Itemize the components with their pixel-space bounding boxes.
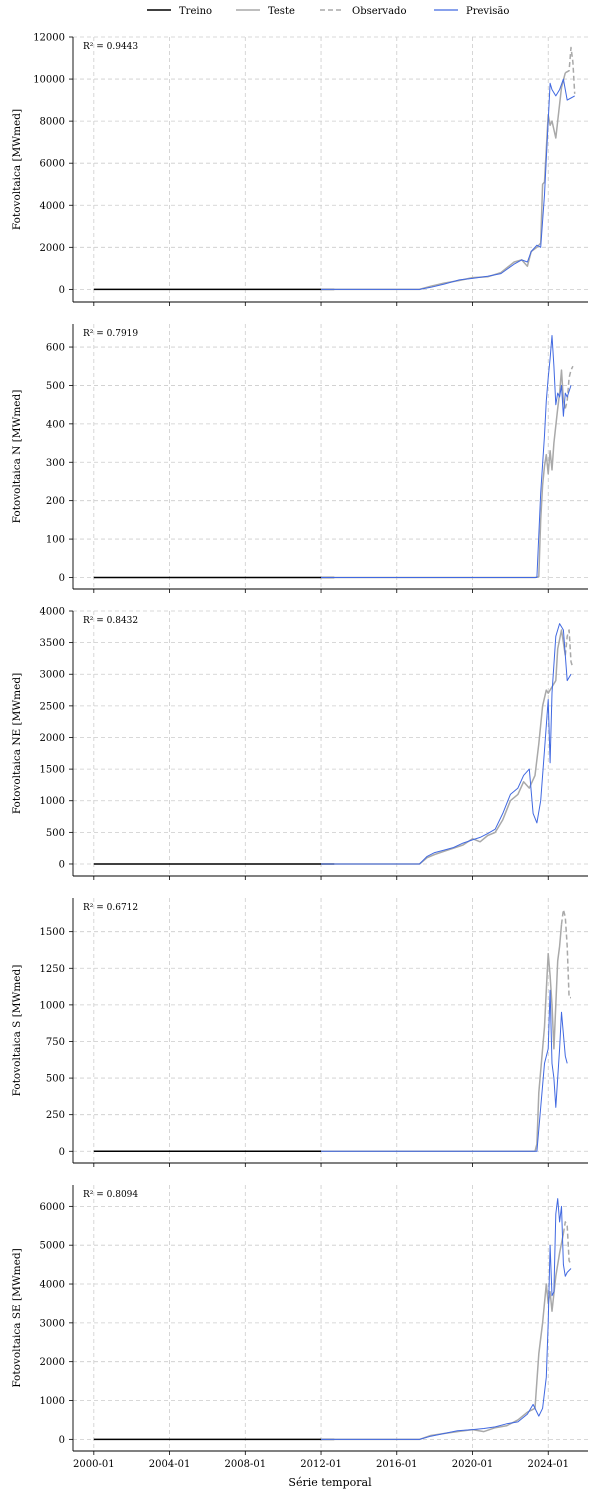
x-tick-label: 2016-01	[376, 1459, 418, 1470]
legend-label: Previsão	[466, 6, 509, 17]
series-line-observado	[564, 46, 576, 94]
series-line-teste	[321, 924, 563, 1153]
y-tick-label: 2000	[40, 1357, 65, 1368]
y-tick-label: 2000	[40, 733, 65, 744]
y-tick-label: 1500	[40, 765, 65, 776]
series-line-observado	[564, 365, 574, 409]
chart-panel: 0 500 1000 1500 2000 2500 3000 3500 4000 R² = 0.8…	[11, 607, 588, 880]
y-tick-label: 0	[59, 1147, 65, 1158]
r2-annotation: R² = 0.7919	[83, 329, 138, 339]
series-line-previso	[321, 1198, 572, 1440]
y-tick-label: 500	[46, 1074, 65, 1085]
r2-annotation: R² = 0.8094	[83, 1190, 138, 1200]
chart-panel: 0 1000 2000 3000 4000 5000 6000 2000-01 2004-01 2…	[11, 1185, 588, 1470]
legend-label: Teste	[268, 6, 295, 17]
y-tick-label: 1000	[40, 1000, 65, 1011]
y-tick-label: 0	[59, 285, 65, 296]
y-tick-label: 500	[46, 828, 65, 839]
chart-panel: 0 250 500 750 1000 1250 1500 R² = 0.6712 Fotovol…	[11, 898, 588, 1167]
legend-label: Observado	[352, 6, 406, 17]
series-line-teste	[321, 629, 567, 865]
series-line-teste	[321, 369, 567, 579]
series-line-observado	[564, 629, 574, 669]
y-tick-label: 3500	[40, 638, 65, 649]
x-axis-label: Série temporal	[288, 1476, 372, 1489]
y-tick-label: 4000	[40, 607, 65, 618]
chart-panel: 0 100 200 300 400 500 600 R² = 0.7919 Fotovoltai…	[11, 324, 588, 593]
r2-annotation: R² = 0.6712	[83, 903, 138, 913]
y-tick-label: 500	[46, 381, 65, 392]
y-tick-label: 4000	[40, 201, 65, 212]
y-tick-label: 5000	[40, 1241, 65, 1252]
series-line-previso	[321, 623, 572, 865]
y-tick-label: 8000	[40, 117, 65, 128]
y-tick-label: 400	[46, 419, 65, 430]
y-tick-label: 6000	[40, 159, 65, 170]
y-tick-label: 6000	[40, 1202, 65, 1213]
y-tick-label: 2000	[40, 243, 65, 254]
y-tick-label: 100	[46, 535, 65, 546]
series-line-previso	[321, 78, 575, 290]
y-tick-label: 250	[46, 1110, 65, 1121]
y-tick-label: 3000	[40, 1318, 65, 1329]
x-tick-label: 2008-01	[225, 1459, 267, 1470]
series-line-previso	[321, 335, 572, 578]
y-axis-label: Fotovoltaica S [MWmed]	[11, 965, 23, 1097]
series-line-observado	[562, 1221, 572, 1265]
y-axis-label: Fotovoltaica [MWmed]	[11, 109, 23, 230]
x-tick-label: 2000-01	[73, 1459, 115, 1470]
y-tick-label: 1250	[40, 964, 65, 975]
y-tick-label: 300	[46, 458, 65, 469]
y-tick-label: 10000	[33, 75, 65, 86]
y-tick-label: 0	[59, 573, 65, 584]
y-axis-label: Fotovoltaica N [MWmed]	[11, 390, 23, 524]
r2-annotation: R² = 0.9443	[83, 42, 138, 52]
x-tick-label: 2012-01	[300, 1459, 342, 1470]
y-tick-label: 0	[59, 859, 65, 870]
series-line-observado	[560, 908, 571, 999]
y-tick-label: 2500	[40, 701, 65, 712]
legend: Treino Teste Observado Previsão	[147, 6, 509, 17]
x-tick-label: 2020-01	[452, 1459, 494, 1470]
r2-annotation: R² = 0.8432	[83, 616, 138, 626]
y-axis-label: Fotovoltaica NE [MWmed]	[11, 673, 23, 814]
chart-panel: 0 2000 4000 6000 8000 10000 12000 R² = 0.9443 Fo…	[11, 33, 588, 306]
y-tick-label: 1000	[40, 1396, 65, 1407]
x-tick-label: 2004-01	[149, 1459, 191, 1470]
y-axis-label: Fotovoltaica SE [MWmed]	[11, 1248, 23, 1387]
y-tick-label: 750	[46, 1037, 65, 1048]
y-tick-label: 12000	[33, 33, 65, 44]
y-tick-label: 600	[46, 343, 65, 354]
y-tick-label: 4000	[40, 1280, 65, 1291]
y-tick-label: 3000	[40, 670, 65, 681]
series-line-teste	[321, 1233, 565, 1441]
x-tick-label: 2024-01	[527, 1459, 569, 1470]
legend-label: Treino	[179, 6, 212, 17]
y-tick-label: 200	[46, 496, 65, 507]
y-tick-label: 0	[59, 1435, 65, 1446]
y-tick-label: 1000	[40, 796, 65, 807]
y-tick-label: 1500	[40, 927, 65, 938]
series-line-previso	[321, 989, 568, 1152]
series-line-teste	[321, 72, 567, 291]
